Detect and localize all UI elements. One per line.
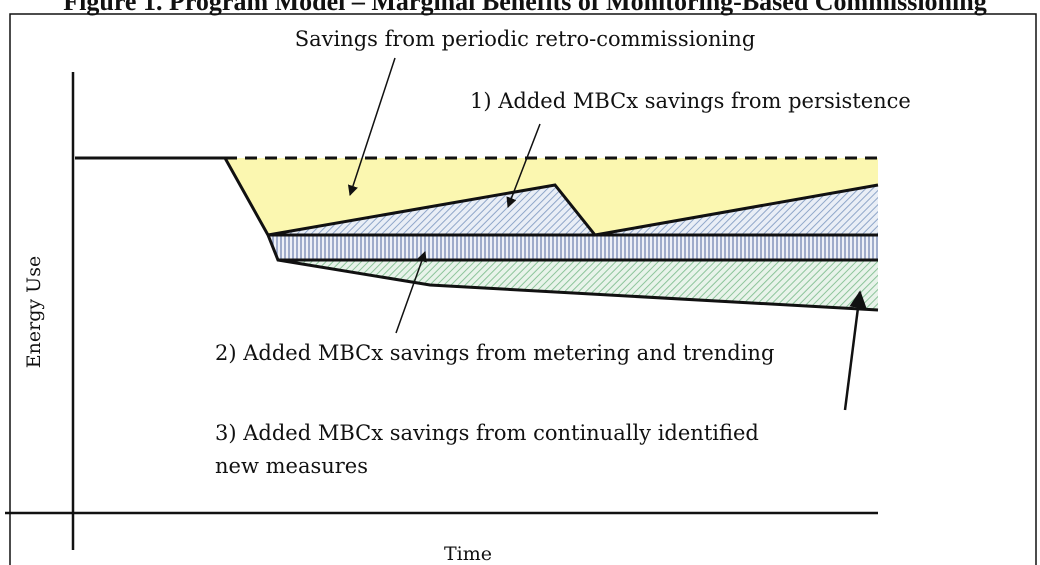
measures-area (278, 260, 878, 310)
curves (75, 156, 879, 312)
label-persistence: 1) Added MBCx savings from persistence (470, 89, 911, 113)
title: Figure 1. Program Model – Marginal Benef… (63, 0, 986, 16)
retro-area (225, 158, 878, 235)
metering-area (268, 235, 878, 260)
frame (9, 13, 1037, 565)
label-retro: Savings from periodic retro-commissionin… (295, 27, 756, 51)
arrows (347, 57, 867, 411)
label-measures: 3) Added MBCx savings from continually i… (215, 421, 759, 445)
y-axis-label: Energy Use (23, 256, 45, 368)
persistence-area (268, 185, 878, 235)
label-metering: 2) Added MBCx savings from metering and … (215, 341, 774, 365)
label-measures: new measures (215, 454, 368, 478)
x-axis-label: Time (444, 543, 492, 565)
